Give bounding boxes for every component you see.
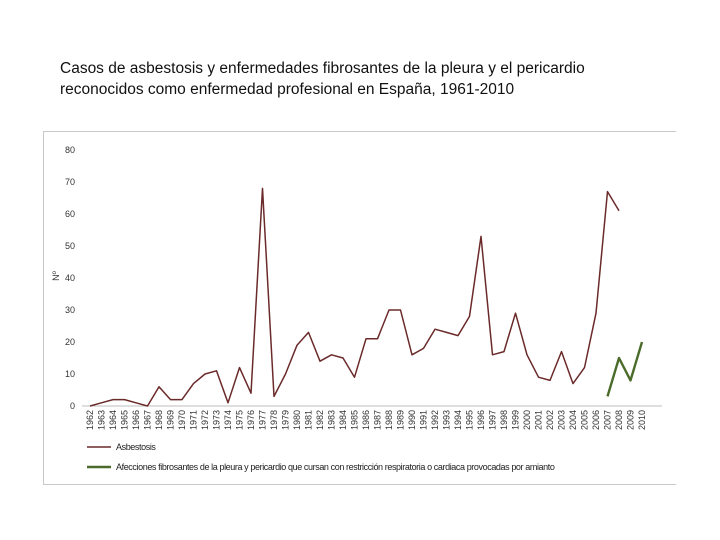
x-tick-label: 2004 xyxy=(568,410,578,430)
x-tick-label: 1987 xyxy=(373,410,383,430)
y-tick-label: 60 xyxy=(65,209,75,219)
y-tick-label: 30 xyxy=(65,305,75,315)
x-tick-label: 1986 xyxy=(361,410,371,430)
x-tick-label: 2001 xyxy=(534,410,544,430)
chart-title-line-2: reconocidos como enfermedad profesional … xyxy=(60,81,515,98)
y-tick-label: 0 xyxy=(70,401,75,411)
x-tick-label: 1975 xyxy=(235,410,245,430)
x-tick-label: 1963 xyxy=(97,410,107,430)
x-tick-label: 1997 xyxy=(488,410,498,430)
x-tick-label: 2002 xyxy=(545,410,555,430)
x-tick-label: 1983 xyxy=(327,410,337,430)
x-tick-label: 1999 xyxy=(511,410,521,430)
x-tick-label: 1990 xyxy=(407,410,417,430)
x-tick-label: 1988 xyxy=(384,410,394,430)
x-tick-label: 1973 xyxy=(212,410,222,430)
x-tick-label: 1962 xyxy=(85,410,95,430)
x-tick-label: 2000 xyxy=(522,410,532,430)
x-tick-label: 1976 xyxy=(246,410,256,430)
x-tick-label: 1995 xyxy=(465,410,475,430)
y-tick-label: 70 xyxy=(65,177,75,187)
series-line-afecciones-fibrosantes xyxy=(606,341,644,397)
x-tick-label: 1965 xyxy=(120,410,130,430)
series-lines xyxy=(89,187,644,407)
legend-label: Asbestosis xyxy=(116,442,156,452)
legend-label: Afecciones fibrosantes de la pleura y pe… xyxy=(116,462,555,472)
chart-title: Casos de asbestosis y enfermedades fibro… xyxy=(60,58,680,100)
x-tick-label: 2009 xyxy=(626,410,636,430)
x-tick-label: 1969 xyxy=(166,410,176,430)
x-tick-label: 1979 xyxy=(281,410,291,430)
y-tick-label: 10 xyxy=(65,369,75,379)
x-tick-label: 1967 xyxy=(143,410,153,430)
x-tick-label: 1977 xyxy=(258,410,268,430)
x-axis-ticks: 1962 1963 1964 1965 1966 1967 1968 1969 1970 1971… xyxy=(85,410,647,430)
y-tick-label: 50 xyxy=(65,241,75,251)
x-tick-label: 1966 xyxy=(131,410,141,430)
series-line-asbestosis xyxy=(89,187,620,407)
x-tick-label: 1982 xyxy=(315,410,325,430)
x-tick-label: 1996 xyxy=(476,410,486,430)
x-tick-label: 1994 xyxy=(453,410,463,430)
x-tick-label: 1992 xyxy=(430,410,440,430)
x-tick-label: 1984 xyxy=(338,410,348,430)
x-tick-label: 1998 xyxy=(499,410,509,430)
x-tick-label: 2005 xyxy=(580,410,590,430)
y-axis-label: Nº xyxy=(51,270,61,280)
x-tick-label: 1981 xyxy=(304,410,314,430)
x-tick-label: 1993 xyxy=(442,410,452,430)
y-tick-label: 20 xyxy=(65,337,75,347)
legend: Asbestosis Afecciones fibrosantes de la p… xyxy=(87,442,555,472)
x-tick-label: 2003 xyxy=(557,410,567,430)
x-tick-label: 1978 xyxy=(269,410,279,430)
x-tick-label: 1968 xyxy=(154,410,164,430)
y-tick-label: 40 xyxy=(65,273,75,283)
x-tick-label: 2008 xyxy=(614,410,624,430)
x-tick-label: 1985 xyxy=(350,410,360,430)
chart-title-line-1: Casos de asbestosis y enfermedades fibro… xyxy=(60,60,585,77)
x-tick-label: 2006 xyxy=(591,410,601,430)
x-tick-label: 1989 xyxy=(396,410,406,430)
x-tick-label: 1964 xyxy=(108,410,118,430)
x-tick-label: 1972 xyxy=(200,410,210,430)
x-tick-label: 1991 xyxy=(419,410,429,430)
x-tick-label: 1980 xyxy=(292,410,302,430)
y-axis-ticks: 0 10 20 30 40 50 60 70 80 xyxy=(65,145,75,411)
x-tick-label: 1974 xyxy=(223,410,233,430)
x-tick-label: 2007 xyxy=(603,410,613,430)
x-tick-label: 2010 xyxy=(637,410,647,430)
y-tick-label: 80 xyxy=(65,145,75,155)
x-tick-label: 1971 xyxy=(189,410,199,430)
chart-frame xyxy=(43,131,676,485)
x-tick-label: 1970 xyxy=(177,410,187,430)
